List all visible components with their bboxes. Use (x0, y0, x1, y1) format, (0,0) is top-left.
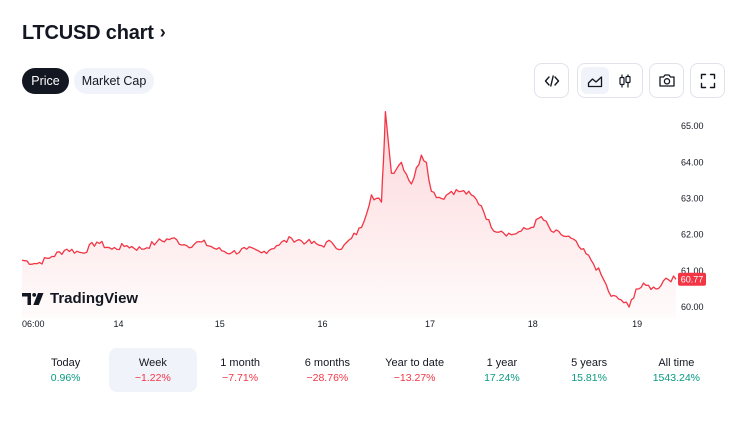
range-tab[interactable]: 1 month −7.71% (197, 348, 284, 392)
x-tick-label: 06:00 (22, 319, 45, 329)
range-label: All time (658, 356, 695, 369)
tradingview-logo-icon (22, 292, 44, 305)
range-tab[interactable]: All time 1543.24% (633, 348, 720, 392)
range-change: 0.96% (50, 371, 81, 384)
snapshot-button[interactable] (649, 63, 684, 98)
range-tab[interactable]: 1 year 17.24% (458, 348, 545, 392)
range-label: 5 years (571, 356, 608, 369)
range-change: 15.81% (571, 371, 607, 384)
range-tab[interactable]: 6 months −28.76% (284, 348, 371, 392)
range-label: Week (138, 356, 167, 369)
range-label: 6 months (304, 356, 350, 369)
x-tick-label: 18 (528, 319, 538, 329)
range-tab[interactable]: Today 0.96% (22, 348, 109, 392)
price-area (22, 111, 676, 318)
range-change: 1543.24% (652, 371, 701, 384)
range-label: 1 month (220, 356, 260, 369)
embed-button[interactable] (534, 63, 569, 98)
range-change: −1.22% (134, 371, 171, 384)
code-icon (544, 74, 559, 87)
y-tick-label: 63.00 (681, 194, 704, 204)
tradingview-watermark: TradingView (22, 290, 138, 307)
y-tick-label: 60.00 (681, 302, 704, 312)
x-tick-label: 17 (425, 319, 435, 329)
range-tab[interactable]: Year to date −13.27% (371, 348, 458, 392)
range-change: −7.71% (222, 371, 259, 384)
x-tick-label: 16 (318, 319, 328, 329)
y-tick-label: 61.00 (681, 266, 704, 276)
fullscreen-icon (700, 73, 715, 88)
tab-price[interactable]: Price (22, 68, 69, 94)
chart-style-toggle (577, 63, 643, 98)
range-label: 1 year (486, 356, 518, 369)
y-tick-label: 64.00 (681, 157, 704, 167)
range-change: −28.76% (306, 371, 349, 384)
chart-title-text: LTCUSD chart (22, 22, 154, 44)
chart-title[interactable]: LTCUSD chart › (22, 22, 166, 45)
range-change: 17.24% (484, 371, 520, 384)
tab-market-cap[interactable]: Market Cap (74, 68, 154, 94)
last-price-badge: 60.77 (678, 272, 706, 286)
range-label: Year to date (385, 356, 445, 369)
x-tick-label: 14 (114, 319, 124, 329)
range-change: −13.27% (393, 371, 436, 384)
range-tab[interactable]: Week −1.22% (109, 348, 197, 392)
x-tick-label: 19 (632, 319, 642, 329)
candlestick-icon (619, 74, 631, 87)
x-tick-label: 15 (215, 319, 225, 329)
area-chart-icon (587, 75, 603, 87)
performance-ranges: Today 0.96% Week −1.22% 1 month −7.71% 6 month… (22, 348, 720, 392)
line-chart-button[interactable] (581, 67, 609, 94)
y-tick-label: 62.00 (681, 230, 704, 240)
price-chart[interactable]: 60.00 61.00 62.00 63.00 64.00 65.00 06:00 14 15… (0, 100, 750, 340)
camera-icon (658, 74, 675, 87)
y-tick-label: 65.00 (681, 121, 704, 131)
last-price-label: 60.77 (681, 274, 704, 284)
fullscreen-button[interactable] (690, 63, 725, 98)
range-label: Today (50, 356, 81, 369)
price-line (21, 110, 677, 308)
range-tab[interactable]: 5 years 15.81% (546, 348, 633, 392)
chevron-right-icon: › (159, 22, 166, 42)
tradingview-wordmark: TradingView (50, 290, 139, 307)
candle-chart-button[interactable] (611, 67, 639, 94)
